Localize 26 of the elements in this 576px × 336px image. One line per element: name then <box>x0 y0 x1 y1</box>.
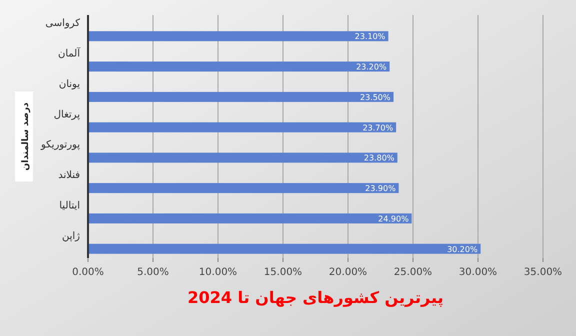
y-tick-label: آلمان <box>58 46 82 60</box>
data-label: 30.20% <box>447 244 478 254</box>
x-tick-label: 0.00% <box>72 267 104 278</box>
data-label: 23.50% <box>360 92 391 102</box>
data-label: 24.90% <box>378 214 410 224</box>
x-tick-label: 5.00% <box>137 267 169 278</box>
data-label: 23.70% <box>362 123 394 132</box>
y-tick-label: پورتوریکو <box>40 140 80 151</box>
data-label: 23.80% <box>364 154 395 163</box>
x-tick-label: 25.00% <box>394 267 432 278</box>
data-label: 23.20% <box>356 62 387 72</box>
y-tick-label: فنلاند <box>58 170 80 182</box>
x-tick-label: 10.00% <box>198 267 238 278</box>
y-tick-label: ایتالیا <box>59 200 80 212</box>
x-tick-label: 35.00% <box>524 267 562 278</box>
x-tick-label: 15.00% <box>264 267 302 278</box>
y-tick-label: یونان <box>58 78 80 90</box>
data-label: 23.90% <box>365 184 396 194</box>
y-tick-label: کرواسی <box>45 18 80 30</box>
y-axis-title: درصد سالمندان <box>21 102 31 171</box>
text: پیرترین کشورهای جهان تا 2024 <box>187 288 444 307</box>
x-tick-label: 20.00% <box>328 267 368 278</box>
y-tick-label: پرتغال <box>54 109 80 120</box>
x-tick-label: 30.00% <box>458 267 498 278</box>
data-label: 23.10% <box>354 32 386 42</box>
y-tick-label: ژاپن <box>62 230 80 242</box>
